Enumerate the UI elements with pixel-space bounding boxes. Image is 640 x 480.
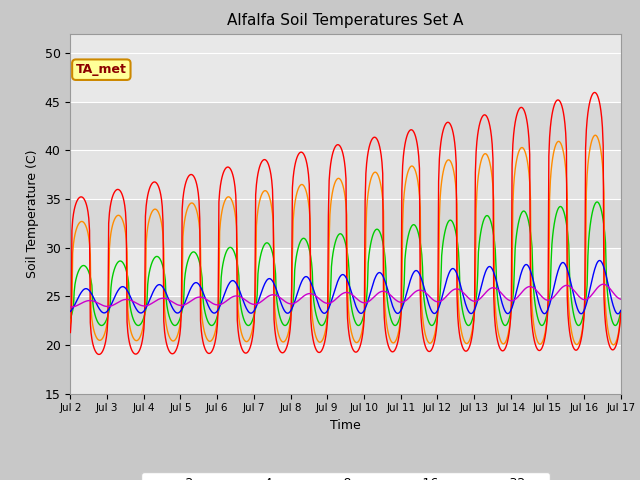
X-axis label: Time: Time [330, 419, 361, 432]
Title: Alfalfa Soil Temperatures Set A: Alfalfa Soil Temperatures Set A [227, 13, 464, 28]
Legend: -2cm, -4cm, -8cm, -16cm, -32cm: -2cm, -4cm, -8cm, -16cm, -32cm [141, 472, 550, 480]
Bar [70, 107, 621, 199]
Bar [70, 296, 621, 345]
Bar [70, 199, 621, 248]
Text: TA_met: TA_met [76, 63, 127, 76]
Y-axis label: Soil Temperature (C): Soil Temperature (C) [26, 149, 39, 278]
Bar [70, 102, 621, 150]
